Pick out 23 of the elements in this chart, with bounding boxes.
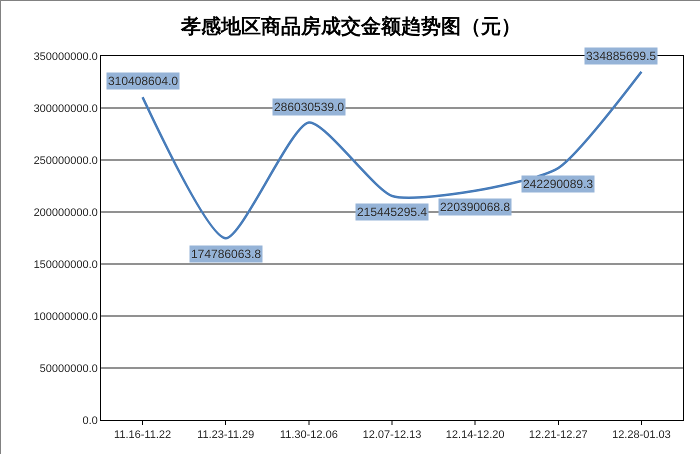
data-label: 334885699.5 <box>586 49 656 63</box>
x-tick-label: 11.16-11.22 <box>114 429 172 442</box>
y-tick-label: 50000000.0 <box>40 362 98 375</box>
data-label: 286030539.0 <box>274 100 344 114</box>
data-label: 220390068.8 <box>440 200 510 214</box>
y-tick-label: 300000000.0 <box>34 102 98 115</box>
x-tick-label: 12.21-12.27 <box>528 429 588 442</box>
x-tick-label: 11.30-12.06 <box>280 429 338 442</box>
x-tick-label: 11.23-11.29 <box>197 429 254 442</box>
y-tick-label: 350000000.0 <box>34 50 98 63</box>
data-label: 242290089.3 <box>523 177 594 191</box>
x-tick-label: 12.07-12.13 <box>362 429 422 442</box>
data-label: 310408604.0 <box>108 74 178 88</box>
y-tick-label: 250000000.0 <box>34 154 98 167</box>
y-tick-label: 200000000.0 <box>34 206 98 219</box>
y-tick-label: 100000000.0 <box>34 310 98 323</box>
y-tick-label: 150000000.0 <box>34 258 98 271</box>
y-tick-label: 0.0 <box>82 414 98 427</box>
data-label: 174786063.8 <box>191 247 262 261</box>
x-tick-label: 12.28-01.03 <box>612 429 671 442</box>
data-label: 215445295.4 <box>357 205 428 219</box>
chart-title: 孝感地区商品房成交金额趋势图（元） <box>180 15 521 38</box>
x-tick-label: 12.14-12.20 <box>446 429 504 442</box>
